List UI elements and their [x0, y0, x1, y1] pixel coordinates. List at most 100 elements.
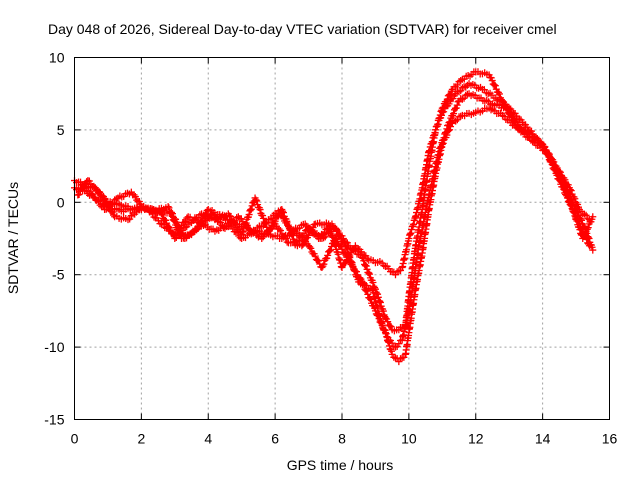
- data-point-fill: [510, 117, 518, 125]
- data-point-fill: [503, 105, 511, 113]
- data-point-fill: [547, 157, 555, 165]
- data-point-fill: [307, 226, 315, 234]
- data-point-fill: [491, 82, 499, 90]
- data-point-fill: [434, 120, 442, 128]
- data-point-fill: [315, 257, 323, 265]
- data-point-fill: [324, 251, 332, 259]
- x-axis-ticks: 0 2 4 6 8 10 12 14 16: [71, 57, 618, 447]
- data-point-fill: [523, 123, 531, 131]
- data-point-fill: [381, 326, 389, 334]
- data-point-fill: [89, 190, 97, 198]
- data-point: [395, 358, 403, 366]
- data-point-fill: [163, 219, 171, 227]
- data-point-fill: [252, 196, 260, 204]
- data-point-fill: [203, 216, 211, 224]
- data-point-fill: [573, 217, 581, 225]
- data-point: [405, 235, 413, 242]
- data-point-fill: [362, 252, 370, 260]
- data-point-fill: [306, 243, 314, 251]
- data-point-fill: [584, 224, 592, 232]
- data-point-fill: [559, 179, 567, 187]
- data-point-fill: [500, 112, 508, 120]
- data-point-fill: [253, 231, 261, 239]
- data-point-fill: [395, 340, 403, 348]
- y-tick-label: -5: [52, 267, 65, 283]
- data-point-fill: [332, 227, 340, 235]
- x-tick-label: 0: [71, 431, 79, 447]
- data-point-fill: [384, 318, 392, 326]
- data-point-fill: [347, 257, 355, 265]
- data-point-fill: [494, 88, 502, 96]
- data-point-fill: [397, 266, 405, 274]
- data-point-fill: [268, 215, 276, 223]
- x-axis-label: GPS time / hours: [287, 457, 394, 473]
- data-point-fill: [82, 184, 90, 192]
- data-point-fill: [457, 87, 465, 95]
- data-point: [589, 213, 597, 221]
- chart-title: Day 048 of 2026, Sidereal Day-to-day VTE…: [48, 21, 557, 37]
- x-tick-label: 10: [401, 431, 417, 447]
- data-point-fill: [437, 142, 445, 150]
- data-point: [438, 109, 446, 117]
- data-point: [445, 119, 453, 127]
- data-point-fill: [361, 260, 369, 268]
- data-point-fill: [552, 166, 560, 174]
- x-tick-label: 16: [602, 431, 618, 447]
- data-point-fill: [159, 221, 167, 229]
- data-point-fill: [545, 153, 553, 161]
- data-point-fill: [585, 235, 593, 243]
- data-point-fill: [75, 190, 83, 198]
- data-point-fill: [348, 259, 356, 267]
- data-point-fill: [390, 353, 398, 361]
- data-point-fill: [91, 184, 99, 192]
- data-point-fill: [93, 196, 101, 204]
- data-point-fill: [436, 144, 444, 152]
- data-point-fill: [548, 158, 556, 166]
- data-point-fill: [247, 205, 255, 213]
- x-tick-label: 4: [204, 431, 212, 447]
- data-point-fill: [172, 234, 180, 242]
- data-point: [381, 314, 389, 322]
- data-point-fill: [406, 230, 414, 238]
- data-point-fill: [386, 322, 394, 330]
- data-point-fill: [127, 212, 135, 220]
- data-point-fill: [387, 323, 395, 331]
- data-point-fill: [357, 248, 365, 256]
- data-point: [167, 208, 175, 216]
- data-point-fill: [380, 262, 388, 270]
- y-axis-label: SDTVAR / TECUs: [5, 182, 21, 294]
- data-point-fill: [343, 245, 351, 253]
- data-point-fill: [387, 347, 395, 355]
- x-tick-label: 8: [338, 431, 346, 447]
- data-point-fill: [112, 195, 120, 203]
- data-point-fill: [408, 226, 416, 234]
- data-point-fill: [326, 247, 334, 255]
- data-point-fill: [446, 118, 454, 126]
- x-tick-label: 12: [468, 431, 484, 447]
- data-point-fill: [239, 227, 247, 235]
- data-point-fill: [511, 117, 519, 125]
- data-point-fill: [233, 214, 241, 222]
- data-point-fill: [450, 110, 458, 118]
- data-point-fill: [215, 218, 223, 226]
- y-tick-label: -15: [44, 412, 64, 428]
- data-point-fill: [407, 229, 415, 237]
- data-point-fill: [109, 199, 117, 207]
- data-point: [171, 235, 179, 242]
- data-point-fill: [443, 125, 451, 133]
- data-point-fill: [583, 225, 591, 233]
- data-point-fill: [397, 355, 405, 363]
- data-point-fill: [455, 88, 463, 96]
- y-tick-label: -10: [44, 339, 64, 355]
- data-point-fill: [374, 290, 382, 298]
- data-point-fill: [173, 218, 181, 226]
- data-point-fill: [108, 208, 116, 216]
- data-point: [529, 137, 537, 145]
- data-point-fill: [369, 278, 377, 286]
- data-point-fill: [363, 255, 371, 263]
- data-point-fill: [266, 216, 274, 224]
- data-point-fill: [294, 237, 302, 245]
- data-point-fill: [428, 138, 436, 146]
- data-point-fill: [453, 81, 461, 89]
